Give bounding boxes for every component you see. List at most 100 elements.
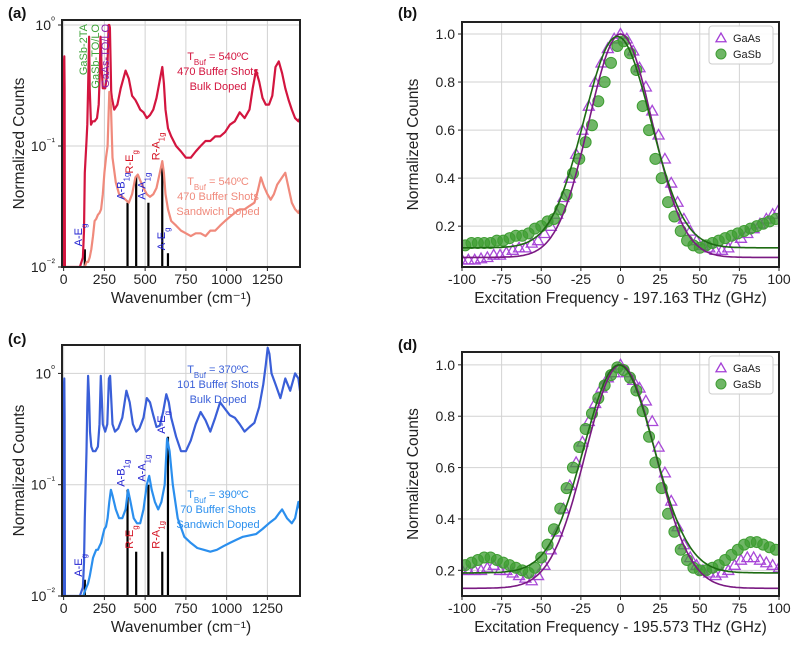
x-axis-label: Wavenumber (cm⁻¹)	[111, 290, 251, 307]
axes-frame	[461, 21, 780, 268]
plot-area	[462, 27, 779, 265]
x-tick-label: 75	[732, 271, 748, 287]
panel-label: (c)	[8, 331, 26, 348]
stick-label: R-Eg	[124, 150, 140, 173]
legend-marker-circle	[715, 378, 727, 390]
peak-label: GaSb-2TA	[78, 23, 90, 75]
gaas-point	[462, 252, 475, 265]
panel-label: (b)	[398, 5, 417, 22]
gaas-point	[753, 553, 767, 565]
legend-marker-circle	[715, 48, 727, 60]
gasb-point	[598, 76, 611, 89]
x-tick-label: 250	[93, 600, 117, 616]
peak-label: GaAs-TO/LO	[100, 24, 112, 88]
x-tick-label: -75	[492, 600, 512, 616]
gaas-point	[575, 123, 590, 135]
annotation-title: TBuf = 540ºC	[187, 176, 249, 192]
panel-c: 0 250 500 750 1000 1250 10⁻² 10⁻¹ 10⁰ Wavenumber …	[8, 331, 301, 636]
y-tick-label: 0.6	[436, 122, 456, 138]
panel-b: -100 -75 -50 -25 0 25 50 75 100 0.2 0.4 0.6 0.8 1.0 Ex…	[398, 5, 791, 307]
gasb-point	[769, 212, 779, 225]
gaas-point	[531, 568, 545, 581]
stick-label: A-A1g	[136, 455, 152, 482]
legend: GaAs GaSb	[708, 25, 774, 65]
x-tick-label: 0	[60, 600, 68, 616]
gasb-point	[535, 551, 548, 564]
y-tick-label: 10⁻²	[31, 258, 56, 275]
x-tick-label: -50	[531, 271, 551, 287]
x-tick-label: 25	[652, 600, 668, 616]
x-tick-label: 50	[692, 271, 708, 287]
series-line-bulk	[62, 346, 300, 596]
x-tick-label: -100	[448, 600, 476, 616]
x-tick-label: 50	[692, 600, 708, 616]
gaas-point	[747, 550, 761, 563]
x-tick-label: 0	[60, 271, 68, 287]
gaas-fit-line	[462, 33, 779, 259]
annotation-shots: 470 Buffer Shots	[177, 66, 259, 78]
x-tick-label: 250	[93, 271, 117, 287]
gaas-point	[487, 248, 501, 260]
annotation-doping: Bulk Doped	[190, 81, 247, 93]
gaas-point	[658, 152, 672, 164]
gaas-point	[493, 563, 507, 576]
axes-frame	[61, 344, 301, 597]
x-tick-label: 500	[133, 271, 157, 287]
x-tick-label: 25	[652, 271, 668, 287]
series-line-bulk	[62, 23, 300, 267]
annotation-shots: 101 Buffer Shots	[177, 379, 259, 391]
stick-label: R-Eg	[124, 525, 140, 548]
panel-label: (a)	[8, 5, 26, 22]
stick-label: A-B1g	[116, 460, 132, 487]
plot-area	[62, 346, 300, 596]
gasb-fit-line	[462, 35, 779, 249]
stick-label: A-Eg	[156, 411, 172, 434]
gaas-point	[468, 563, 482, 576]
legend-label: GaSb	[733, 379, 761, 391]
gaas-point	[531, 233, 545, 246]
legend-marker-triangle	[714, 31, 728, 43]
y-tick-label: 1.0	[436, 26, 456, 42]
legend-label: GaAs	[733, 363, 761, 375]
annotation-shots: 70 Buffer Shots	[180, 504, 256, 516]
y-tick-label: 10⁻¹	[31, 476, 56, 493]
y-tick-label: 10⁻¹	[31, 137, 56, 154]
x-tick-label: 1000	[211, 600, 242, 616]
gaas-point	[639, 393, 653, 406]
annotation-shots: 470 Buffer Shots	[177, 191, 259, 203]
gaas-point	[740, 550, 754, 563]
x-tick-label: -50	[531, 600, 551, 616]
x-axis-label: Wavenumber (cm⁻¹)	[111, 619, 251, 636]
panel-label: (d)	[398, 337, 417, 354]
stick-label: A-Eg	[73, 224, 89, 247]
x-tick-label: 750	[174, 271, 198, 287]
annotation-title: TBuf = 540ºC	[187, 51, 249, 67]
gaas-point	[582, 99, 596, 111]
gasb-point	[573, 441, 586, 454]
x-tick-label: 75	[732, 600, 748, 616]
x-tick-label: 1250	[252, 271, 283, 287]
gasb-point	[604, 56, 617, 69]
gasb-point	[769, 543, 779, 556]
axes-frame	[61, 19, 301, 268]
legend-marker-triangle	[714, 361, 728, 373]
gasb-fit-line	[462, 363, 779, 574]
series-line-sandwich	[83, 90, 300, 267]
annotation-doping: Bulk Doped	[190, 394, 247, 406]
x-tick-label: 750	[174, 600, 198, 616]
y-tick-label: 0.2	[436, 562, 456, 578]
stick-label: A-A1g	[136, 173, 152, 200]
y-tick-label: 0.8	[436, 408, 456, 424]
x-tick-label: 0	[617, 600, 625, 616]
gaas-point	[683, 224, 697, 236]
stick-label: A-Eg	[73, 554, 89, 577]
y-axis-label: Normalized Counts	[405, 408, 422, 540]
x-tick-label: 500	[133, 600, 157, 616]
x-tick-label: 1250	[252, 600, 283, 616]
legend: GaAs GaSb	[708, 355, 774, 395]
annotation-doping: Sandwich Doped	[176, 519, 259, 531]
x-axis-label: Excitation Frequency - 197.163 THz (GHz)	[474, 290, 767, 307]
gasb-point	[592, 95, 605, 108]
x-tick-label: 100	[767, 600, 791, 616]
